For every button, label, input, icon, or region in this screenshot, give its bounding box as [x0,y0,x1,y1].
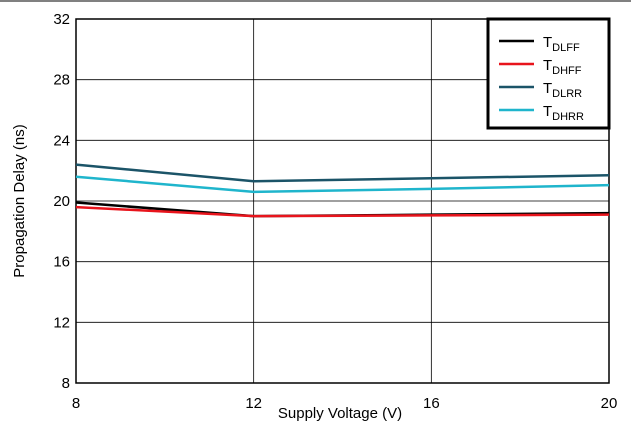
y-tick-label: 8 [62,375,70,392]
plot-frame [75,18,610,384]
y-tick-label: 12 [53,314,70,331]
x-tick-label: 20 [601,395,618,412]
legend-label: TDLFF [543,34,580,54]
y-axis-title: Propagation Delay (ns) [11,124,28,277]
x-tick-label: 12 [245,395,262,412]
x-tick-label: 8 [72,395,80,412]
x-tick-label: 16 [423,395,440,412]
legend-label: TDHRR [543,103,584,123]
data-line [75,175,610,194]
legend-box [486,17,611,130]
y-tick-label: 32 [53,11,70,28]
legend-label: TDLRR [543,80,582,100]
legend-label: TDHFF [543,57,582,77]
data-line [75,205,610,218]
y-tick-label: 16 [53,254,70,271]
y-tick-label: 28 [53,72,70,89]
y-tick-label: 20 [53,193,70,210]
y-tick-label: 24 [53,132,70,149]
data-line [75,163,610,183]
x-axis-title: Supply Voltage (V) [278,405,402,422]
